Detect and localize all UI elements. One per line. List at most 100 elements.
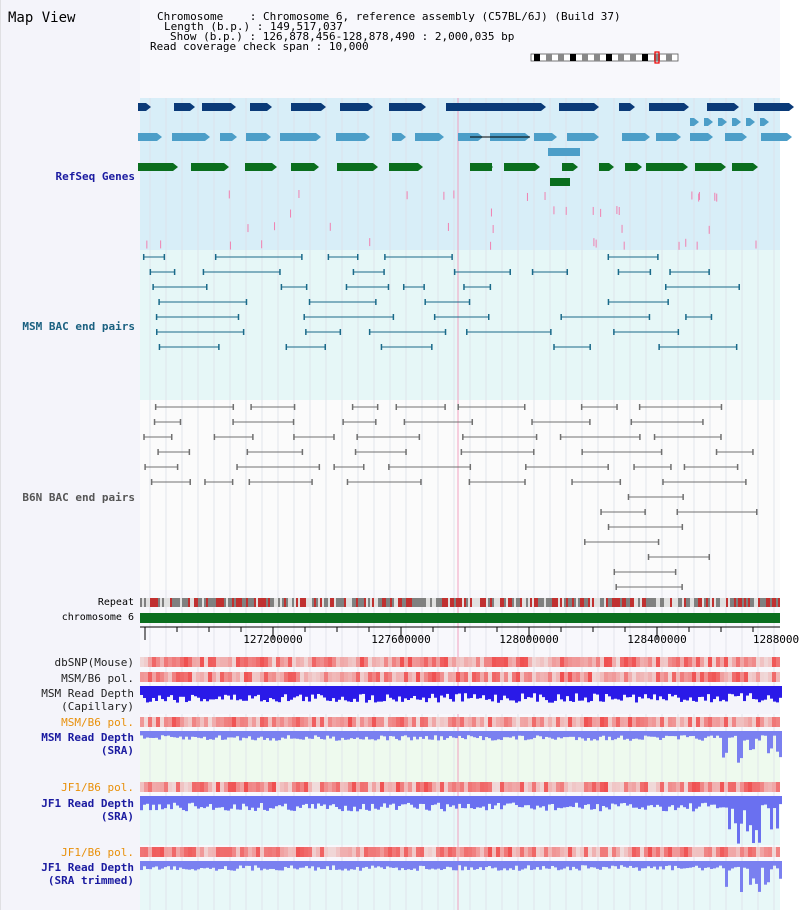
repeat-cell: [572, 598, 574, 607]
pol-cell: [636, 782, 640, 792]
repeat-cell: [628, 598, 630, 607]
pol-cell: [700, 657, 704, 667]
repeat-cell: [686, 598, 688, 607]
pol-cell: [360, 657, 364, 667]
pol-cell: [736, 672, 740, 682]
repeat-cell: [298, 598, 300, 607]
pol-cell: [248, 782, 252, 792]
gene-block: [191, 163, 224, 171]
pol-cell: [448, 672, 452, 682]
pol-cell: [676, 657, 680, 667]
depth-bar: [620, 731, 623, 736]
pol-cell: [468, 782, 472, 792]
depth-bar: [266, 731, 269, 739]
repeat-cell: [172, 598, 174, 607]
repeat-cell: [730, 598, 732, 607]
depth-bar: [299, 731, 302, 740]
pol-cell: [760, 672, 764, 682]
repeat-cell: [430, 598, 432, 607]
repeat-cell: [218, 598, 220, 607]
depth-bar: [284, 686, 287, 695]
repeat-cell: [338, 598, 340, 607]
pol-cell: [624, 672, 628, 682]
depth-bar: [626, 861, 629, 868]
repeat-cell: [354, 598, 356, 607]
pol-cell: [568, 782, 572, 792]
pol-cell: [732, 782, 736, 792]
repeat-cell: [510, 598, 512, 607]
depth-bar: [704, 861, 707, 868]
depth-bar: [473, 686, 476, 695]
pol-cell: [680, 847, 684, 857]
depth-bar: [188, 686, 191, 701]
gene-arrow: [787, 133, 792, 141]
repeat-cell: [588, 598, 590, 607]
pol-cell: [612, 657, 616, 667]
depth-bar: [233, 861, 236, 871]
pol-cell: [268, 657, 272, 667]
repeat-cell: [664, 598, 666, 607]
pol-cell: [400, 847, 404, 857]
depth-bar: [563, 686, 566, 702]
pol-cell: [436, 657, 440, 667]
depth-bar: [722, 861, 725, 869]
depth-bar: [761, 861, 764, 868]
pol-cell: [176, 717, 180, 727]
depth-bar: [209, 796, 212, 805]
pol-cell: [540, 847, 544, 857]
depth-bar: [206, 861, 209, 868]
ideogram-band: [606, 54, 612, 61]
depth-bar: [764, 686, 767, 700]
pol-cell: [572, 717, 576, 727]
jf1-depth-line1: JF1 Read Depth: [41, 797, 134, 810]
pol-cell: [724, 847, 728, 857]
depth-bar: [407, 731, 410, 738]
pol-cell: [316, 672, 320, 682]
pol-cell: [260, 672, 264, 682]
repeat-cell: [558, 598, 560, 607]
depth-bar: [653, 686, 656, 695]
depth-bar: [569, 796, 572, 807]
depth-bar: [734, 731, 737, 736]
depth-bar: [488, 731, 491, 739]
pol-cell: [552, 717, 556, 727]
depth-bar: [617, 796, 620, 807]
depth-bar: [275, 686, 278, 702]
repeat-cell: [560, 598, 562, 607]
pol-cell: [236, 657, 240, 667]
track-label-refseq[interactable]: RefSeq Genes: [55, 170, 135, 183]
track-label-b6n-bac[interactable]: B6N BAC end pairs: [22, 491, 135, 504]
pol-cell: [720, 717, 724, 727]
depth-bar: [332, 796, 335, 805]
repeat-cell: [360, 598, 362, 607]
repeat-cell: [366, 598, 368, 607]
depth-bar: [260, 861, 263, 871]
depth-bar: [287, 796, 290, 810]
depth-bar: [209, 686, 212, 700]
pol-cell: [608, 782, 612, 792]
track-label-msm-bac[interactable]: MSM BAC end pairs: [22, 320, 135, 333]
depth-bar: [746, 731, 749, 740]
depth-bar: [773, 731, 776, 736]
depth-bar: [674, 686, 677, 695]
pol-cell: [688, 717, 692, 727]
pol-cell: [272, 782, 276, 792]
pol-cell: [316, 782, 320, 792]
depth-bar: [689, 686, 692, 698]
depth-bar: [458, 861, 461, 866]
repeat-cell: [774, 598, 776, 607]
repeat-cell: [402, 598, 404, 607]
depth-bar: [731, 796, 734, 809]
repeat-cell: [532, 598, 534, 607]
pol-cell: [148, 672, 152, 682]
pol-cell: [756, 782, 760, 792]
pol-cell: [216, 657, 220, 667]
pol-cell: [264, 717, 268, 727]
gene-block: [246, 133, 266, 141]
depth-bar: [503, 796, 506, 806]
repeat-cell: [194, 598, 196, 607]
pol-cell: [152, 717, 156, 727]
repeat-cell: [472, 598, 474, 607]
pol-cell: [164, 657, 168, 667]
depth-bar: [629, 731, 632, 741]
